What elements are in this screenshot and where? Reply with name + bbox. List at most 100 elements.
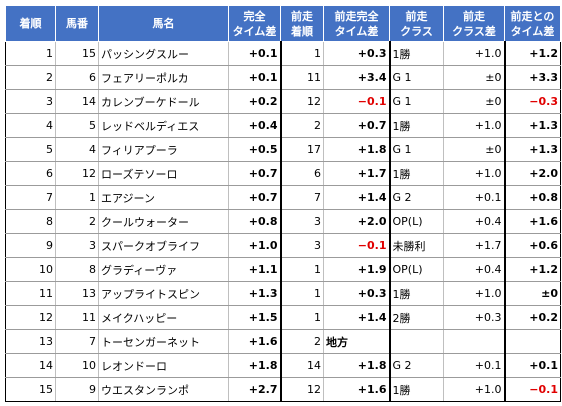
cell-finish[interactable]: 12 xyxy=(5,305,56,330)
cell-finish[interactable]: 1 xyxy=(5,41,56,66)
cell-number[interactable]: 15 xyxy=(55,41,99,66)
cell-prev-class[interactable]: G 1 xyxy=(388,65,444,90)
cell-diff-vs-prev[interactable]: +1.3 xyxy=(503,137,561,162)
cell-diff-vs-prev[interactable]: +0.8 xyxy=(503,185,561,210)
cell-number[interactable]: 10 xyxy=(55,353,99,378)
cell-prev-finish[interactable]: 1 xyxy=(279,41,324,66)
cell-name[interactable]: フェアリーポルカ xyxy=(98,65,229,90)
cell-prev-time-diff[interactable]: +0.7 xyxy=(323,113,390,138)
header-prev-time-diff[interactable]: 前走完全 タイム差 xyxy=(323,5,390,42)
cell-prev-time-diff[interactable]: +1.8 xyxy=(323,137,390,162)
cell-name[interactable]: トーセンガーネット xyxy=(98,329,229,354)
cell-name[interactable]: レオンドーロ xyxy=(98,353,229,378)
cell-diff-vs-prev[interactable]: −0.1 xyxy=(503,377,561,402)
cell-prev-finish[interactable]: 6 xyxy=(279,161,324,186)
cell-class-diff[interactable]: +1.0 xyxy=(443,41,505,66)
cell-diff-vs-prev[interactable]: ±0 xyxy=(503,281,561,306)
cell-diff-vs-prev[interactable]: +1.2 xyxy=(503,41,561,66)
cell-name[interactable]: フィリアプーラ xyxy=(98,137,229,162)
cell-diff-vs-prev[interactable]: +1.3 xyxy=(503,113,561,138)
cell-prev-finish[interactable]: 12 xyxy=(279,89,324,114)
cell-class-diff[interactable]: ±0 xyxy=(443,65,505,90)
cell-finish[interactable]: 4 xyxy=(5,113,56,138)
cell-finish[interactable]: 13 xyxy=(5,329,56,354)
header-prev-finish[interactable]: 前走 着順 xyxy=(280,5,324,42)
cell-number[interactable]: 2 xyxy=(55,209,99,234)
cell-prev-time-diff[interactable]: +1.7 xyxy=(323,161,390,186)
cell-finish[interactable]: 15 xyxy=(5,377,56,402)
cell-diff-vs-prev[interactable]: −0.3 xyxy=(503,89,561,114)
cell-prev-finish[interactable]: 7 xyxy=(279,185,324,210)
cell-finish[interactable]: 2 xyxy=(5,65,56,90)
cell-time-diff[interactable]: +0.7 xyxy=(228,161,281,186)
header-number[interactable]: 馬番 xyxy=(55,5,99,42)
cell-prev-finish[interactable]: 1 xyxy=(279,305,324,330)
cell-prev-time-diff[interactable]: −0.1 xyxy=(323,89,390,114)
cell-diff-vs-prev[interactable]: +0.6 xyxy=(503,233,561,258)
cell-finish[interactable]: 3 xyxy=(5,89,56,114)
cell-class-diff[interactable]: +0.3 xyxy=(443,305,505,330)
cell-finish[interactable]: 10 xyxy=(5,257,56,282)
cell-number[interactable]: 5 xyxy=(55,113,99,138)
cell-prev-finish[interactable]: 12 xyxy=(279,377,324,402)
cell-prev-time-diff[interactable]: +3.4 xyxy=(323,65,390,90)
header-class-diff[interactable]: 前走 クラス差 xyxy=(443,5,505,42)
cell-prev-finish[interactable]: 2 xyxy=(279,113,324,138)
cell-diff-vs-prev[interactable]: +0.1 xyxy=(503,353,561,378)
cell-time-diff[interactable]: +0.7 xyxy=(228,185,281,210)
cell-diff-vs-prev[interactable]: +1.6 xyxy=(503,209,561,234)
cell-time-diff[interactable]: +0.8 xyxy=(228,209,281,234)
cell-prev-class[interactable]: 1勝 xyxy=(388,281,444,306)
header-time-diff[interactable]: 完全 タイム差 xyxy=(228,5,281,42)
cell-prev-finish[interactable]: 1 xyxy=(279,257,324,282)
cell-class-diff[interactable]: +1.0 xyxy=(443,377,505,402)
cell-prev-finish[interactable]: 11 xyxy=(279,65,324,90)
cell-name[interactable]: グラディーヴァ xyxy=(98,257,229,282)
cell-diff-vs-prev[interactable]: +0.2 xyxy=(503,305,561,330)
cell-name[interactable]: スパークオブライフ xyxy=(98,233,229,258)
cell-prev-time-diff[interactable]: +1.4 xyxy=(323,185,390,210)
cell-time-diff[interactable]: +0.1 xyxy=(228,65,281,90)
cell-name[interactable]: アップライトスピン xyxy=(98,281,229,306)
cell-prev-class[interactable]: OP(L) xyxy=(388,209,444,234)
cell-number[interactable]: 13 xyxy=(55,281,99,306)
cell-finish[interactable]: 5 xyxy=(5,137,56,162)
cell-class-diff[interactable]: +1.7 xyxy=(443,233,505,258)
cell-class-diff[interactable]: +0.1 xyxy=(443,185,505,210)
cell-prev-finish[interactable]: 17 xyxy=(279,137,324,162)
cell-time-diff[interactable]: +1.3 xyxy=(228,281,281,306)
cell-prev-finish[interactable]: 1 xyxy=(279,281,324,306)
cell-class-diff[interactable]: +1.0 xyxy=(443,161,505,186)
cell-prev-class[interactable]: 1勝 xyxy=(388,113,444,138)
cell-time-diff[interactable]: +0.1 xyxy=(228,41,281,66)
cell-prev-time-diff[interactable]: +1.4 xyxy=(323,305,390,330)
cell-finish[interactable]: 9 xyxy=(5,233,56,258)
cell-class-diff[interactable] xyxy=(443,329,505,354)
cell-time-diff[interactable]: +0.4 xyxy=(228,113,281,138)
cell-prev-class[interactable] xyxy=(388,329,444,354)
cell-name[interactable]: レッドベルディエス xyxy=(98,113,229,138)
cell-prev-time-diff[interactable]: −0.1 xyxy=(323,233,390,258)
cell-time-diff[interactable]: +1.8 xyxy=(228,353,281,378)
cell-name[interactable]: エアジーン xyxy=(98,185,229,210)
header-prev-class[interactable]: 前走 クラス xyxy=(389,5,444,42)
cell-class-diff[interactable]: +1.0 xyxy=(443,281,505,306)
header-finish[interactable]: 着順 xyxy=(5,5,56,42)
cell-prev-class[interactable]: G 1 xyxy=(388,137,444,162)
cell-prev-time-diff[interactable]: +1.8 xyxy=(323,353,390,378)
cell-prev-time-diff[interactable]: +1.9 xyxy=(323,257,390,282)
cell-diff-vs-prev[interactable]: +3.3 xyxy=(503,65,561,90)
cell-prev-class[interactable]: 2勝 xyxy=(388,305,444,330)
cell-number[interactable]: 8 xyxy=(55,257,99,282)
cell-prev-class[interactable]: G 2 xyxy=(388,185,444,210)
cell-prev-time-diff[interactable]: 地方 xyxy=(323,329,390,354)
cell-time-diff[interactable]: +0.2 xyxy=(228,89,281,114)
cell-class-diff[interactable]: +1.0 xyxy=(443,113,505,138)
header-name[interactable]: 馬名 xyxy=(98,5,229,42)
cell-number[interactable]: 11 xyxy=(55,305,99,330)
cell-finish[interactable]: 6 xyxy=(5,161,56,186)
cell-diff-vs-prev[interactable]: +1.2 xyxy=(503,257,561,282)
cell-name[interactable]: カレンブーケドール xyxy=(98,89,229,114)
cell-time-diff[interactable]: +1.1 xyxy=(228,257,281,282)
cell-time-diff[interactable]: +2.7 xyxy=(228,377,281,402)
